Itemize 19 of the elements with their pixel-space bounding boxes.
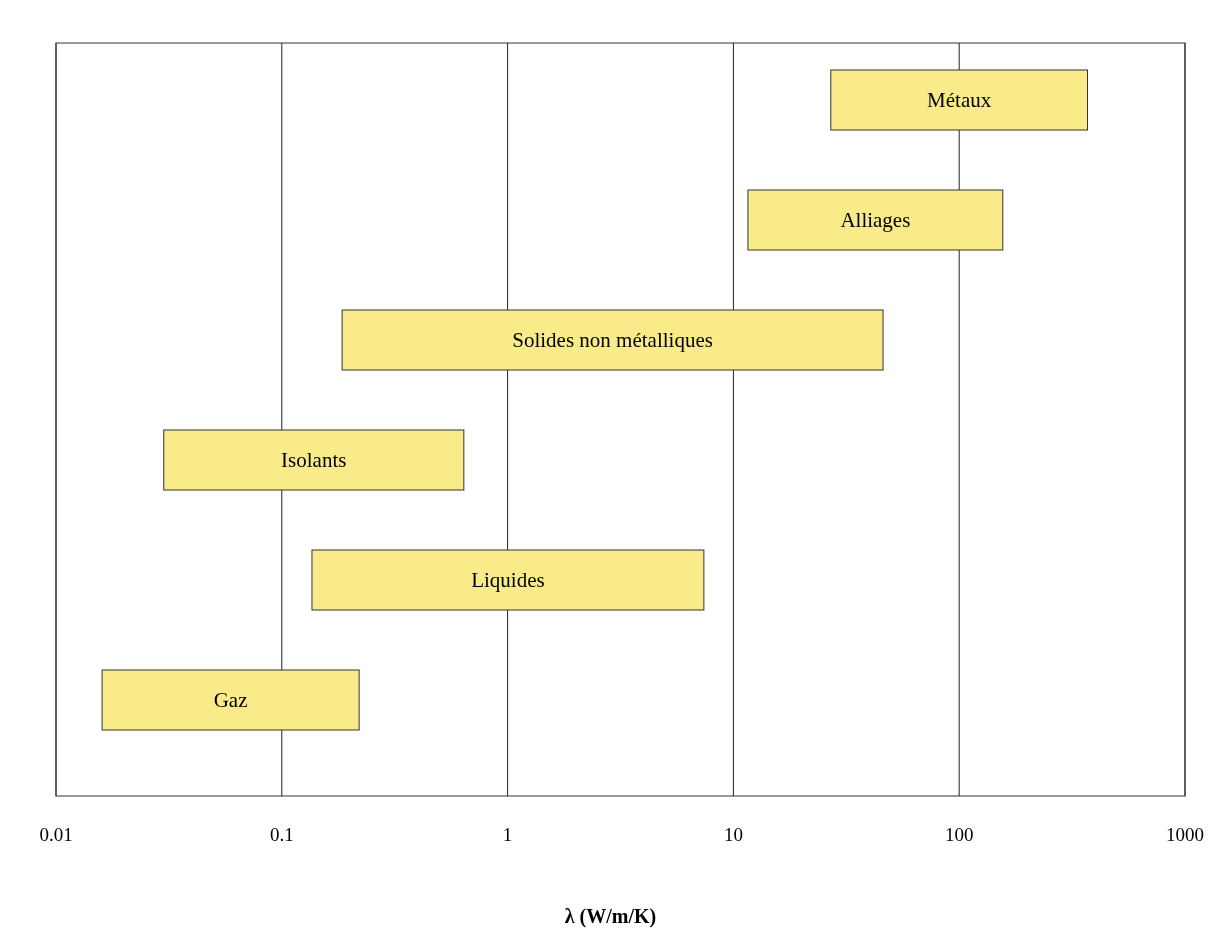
x-tick-label: 100: [944, 824, 974, 845]
y-tick-label: Liquides: [471, 568, 545, 593]
x-tick-label: 10: [723, 824, 743, 845]
x-tick-label: 0.1: [269, 824, 294, 845]
bar: [341, 309, 884, 371]
bar: [163, 429, 465, 491]
y-tick-label: Gaz: [213, 688, 248, 713]
bar: [101, 669, 360, 731]
y-tick-label: Solides non métalliques: [512, 328, 713, 353]
x-tick-label: 0.01: [39, 824, 73, 845]
x-tick-label: 1: [502, 824, 513, 845]
bar: [830, 69, 1088, 131]
y-tick-label: Métaux: [927, 88, 992, 113]
y-tick-label: Alliages: [840, 208, 911, 233]
y-tick-label: Isolants: [281, 448, 347, 473]
x-tick-label: 1000: [1166, 824, 1204, 845]
x-axis-title: λ (W/m/K): [564, 905, 657, 928]
bar: [747, 189, 1004, 251]
bar: [311, 549, 705, 611]
